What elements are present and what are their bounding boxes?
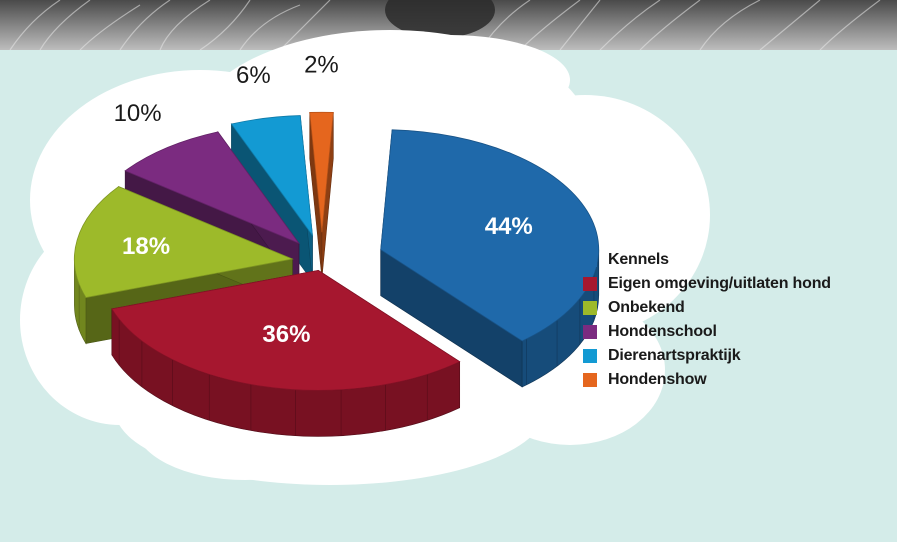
slice-top-face bbox=[124, 131, 301, 245]
data-label-dierenartspraktijk: 6% bbox=[236, 62, 271, 89]
slice-top-face bbox=[309, 111, 334, 233]
legend-label: Kennels bbox=[608, 251, 669, 268]
data-label-eigen-omgeving: 36% bbox=[262, 321, 310, 348]
legend-label: Dierenartspraktijk bbox=[608, 347, 741, 364]
legend-item-onbekend: Onbekend bbox=[583, 296, 831, 320]
data-label-onbekend: 18% bbox=[122, 233, 170, 260]
legend-swatch bbox=[583, 373, 597, 387]
slice-top-face bbox=[111, 269, 461, 391]
pie-slice-eigen-omgeving bbox=[111, 269, 461, 437]
slice-top-face bbox=[73, 186, 294, 298]
pie-slice-hondenshow bbox=[309, 111, 334, 279]
legend-item-kennels: Kennels bbox=[583, 248, 831, 272]
data-label-hondenschool: 10% bbox=[114, 100, 162, 127]
data-label-hondenshow: 2% bbox=[304, 52, 339, 79]
slice-top-face bbox=[380, 129, 600, 342]
legend-label: Hondenshow bbox=[608, 371, 707, 388]
data-label-kennels: 44% bbox=[485, 213, 533, 240]
legend-item-eigen-omgeving: Eigen omgeving/uitlaten hond bbox=[583, 272, 831, 296]
legend-swatch bbox=[583, 253, 597, 267]
pie-slice-kennels bbox=[380, 129, 600, 388]
legend-swatch bbox=[583, 301, 597, 315]
legend-label: Eigen omgeving/uitlaten hond bbox=[608, 275, 831, 292]
legend: Kennels Eigen omgeving/uitlaten hond Onb… bbox=[583, 248, 831, 392]
legend-swatch bbox=[583, 325, 597, 339]
legend-label: Onbekend bbox=[608, 299, 685, 316]
legend-item-hondenshow: Hondenshow bbox=[583, 368, 831, 392]
legend-item-dierenartspraktijk: Dierenartspraktijk bbox=[583, 344, 831, 368]
legend-label: Hondenschool bbox=[608, 323, 717, 340]
legend-swatch bbox=[583, 277, 597, 291]
legend-item-hondenschool: Hondenschool bbox=[583, 320, 831, 344]
legend-swatch bbox=[583, 349, 597, 363]
slice-top-face bbox=[230, 115, 314, 237]
